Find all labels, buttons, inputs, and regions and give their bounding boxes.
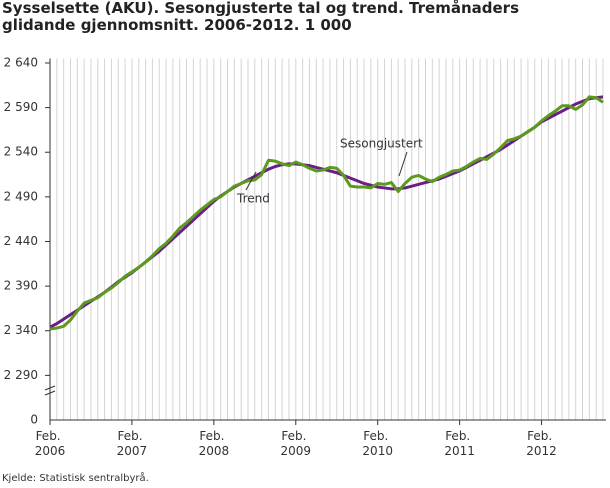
x-tick-label: Feb. 2012 <box>526 429 557 458</box>
annotation-leader <box>245 171 257 191</box>
source: Kjelde: Statistisk sentralbyrå. <box>2 471 149 484</box>
y-tick-label: 2 340 <box>4 323 38 337</box>
x-tick-label: Feb. 2010 <box>362 429 393 458</box>
x-tick-label: Feb. 2008 <box>199 429 230 458</box>
y-tick-label: 2 590 <box>4 100 38 114</box>
annotation-leader <box>398 151 408 177</box>
y-tick-label: 2 490 <box>4 189 38 203</box>
x-tick-label: Feb. 2009 <box>281 429 312 458</box>
y-tick-label: 2 640 <box>4 55 38 69</box>
x-tick-label: Feb. 2006 <box>35 429 66 458</box>
x-tick-label: Feb. 2007 <box>117 429 148 458</box>
x-tick-label: Feb. 2011 <box>444 429 475 458</box>
annotation: Sesongjustert <box>340 137 423 151</box>
axis-break <box>44 385 56 396</box>
y-tick-label: 2 390 <box>4 279 38 293</box>
axis-break-label: 0 <box>30 413 38 427</box>
chart-title: Sysselsette (AKU). Sesongjusterte tal og… <box>2 0 519 34</box>
annotation: Trend <box>236 192 270 206</box>
y-tick-label: 2 290 <box>4 368 38 382</box>
y-tick-label: 2 540 <box>4 145 38 159</box>
series-line <box>49 95 604 329</box>
series-line <box>49 95 604 331</box>
y-tick-label: 2 440 <box>4 234 38 248</box>
